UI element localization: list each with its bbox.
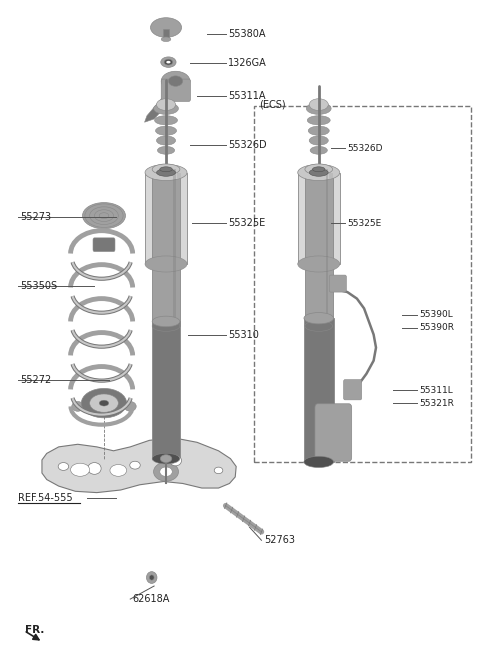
Ellipse shape bbox=[110, 464, 127, 476]
Ellipse shape bbox=[151, 18, 181, 37]
Ellipse shape bbox=[157, 146, 175, 154]
Ellipse shape bbox=[160, 467, 172, 476]
Bar bbox=[254, 106, 471, 462]
Ellipse shape bbox=[149, 575, 154, 580]
FancyBboxPatch shape bbox=[152, 321, 180, 459]
FancyBboxPatch shape bbox=[315, 404, 352, 461]
Ellipse shape bbox=[310, 146, 327, 154]
Ellipse shape bbox=[309, 136, 328, 145]
Ellipse shape bbox=[305, 164, 333, 174]
Ellipse shape bbox=[124, 401, 136, 411]
Ellipse shape bbox=[304, 456, 334, 468]
Polygon shape bbox=[144, 96, 168, 122]
Ellipse shape bbox=[130, 461, 140, 469]
Ellipse shape bbox=[166, 61, 170, 64]
Ellipse shape bbox=[312, 167, 325, 172]
Text: 55273: 55273 bbox=[21, 212, 52, 222]
FancyBboxPatch shape bbox=[177, 173, 181, 264]
FancyBboxPatch shape bbox=[163, 30, 169, 39]
FancyBboxPatch shape bbox=[161, 79, 191, 101]
Polygon shape bbox=[42, 438, 236, 493]
Ellipse shape bbox=[304, 312, 334, 324]
Ellipse shape bbox=[154, 102, 179, 114]
Ellipse shape bbox=[161, 37, 171, 41]
Ellipse shape bbox=[305, 321, 333, 331]
Ellipse shape bbox=[156, 169, 176, 176]
Ellipse shape bbox=[298, 165, 340, 180]
FancyBboxPatch shape bbox=[304, 318, 334, 462]
Text: 55390R: 55390R bbox=[419, 323, 454, 333]
Ellipse shape bbox=[152, 164, 180, 174]
Ellipse shape bbox=[298, 256, 340, 272]
Text: 55325E: 55325E bbox=[228, 218, 265, 228]
Ellipse shape bbox=[307, 115, 330, 125]
Ellipse shape bbox=[58, 462, 69, 470]
Text: 55350S: 55350S bbox=[21, 281, 58, 291]
Text: 55380A: 55380A bbox=[228, 29, 265, 39]
Ellipse shape bbox=[214, 467, 223, 474]
Text: 55325E: 55325E bbox=[348, 219, 382, 228]
Ellipse shape bbox=[161, 72, 190, 91]
Ellipse shape bbox=[81, 388, 127, 418]
Ellipse shape bbox=[164, 59, 173, 65]
FancyBboxPatch shape bbox=[152, 169, 180, 326]
FancyBboxPatch shape bbox=[145, 173, 187, 264]
Ellipse shape bbox=[152, 453, 180, 464]
Ellipse shape bbox=[156, 136, 176, 145]
FancyBboxPatch shape bbox=[325, 169, 328, 326]
Ellipse shape bbox=[145, 165, 187, 180]
Ellipse shape bbox=[306, 102, 331, 114]
Ellipse shape bbox=[146, 571, 157, 583]
FancyBboxPatch shape bbox=[173, 169, 176, 326]
Ellipse shape bbox=[145, 256, 187, 272]
FancyBboxPatch shape bbox=[329, 275, 347, 292]
FancyBboxPatch shape bbox=[305, 169, 333, 326]
Text: 55310: 55310 bbox=[228, 329, 259, 340]
Text: 55390L: 55390L bbox=[419, 310, 453, 319]
Ellipse shape bbox=[156, 126, 177, 135]
FancyBboxPatch shape bbox=[298, 173, 340, 264]
Text: 55326D: 55326D bbox=[348, 144, 383, 153]
Ellipse shape bbox=[160, 167, 172, 172]
Text: 55326D: 55326D bbox=[228, 140, 267, 150]
FancyBboxPatch shape bbox=[344, 380, 362, 400]
Ellipse shape bbox=[83, 203, 125, 229]
Ellipse shape bbox=[90, 394, 118, 412]
Text: 55311A: 55311A bbox=[228, 91, 265, 101]
Text: (ECS): (ECS) bbox=[259, 99, 286, 109]
Ellipse shape bbox=[309, 98, 328, 110]
Ellipse shape bbox=[308, 126, 329, 135]
Ellipse shape bbox=[169, 455, 181, 466]
Text: 55321R: 55321R bbox=[419, 399, 454, 407]
Ellipse shape bbox=[309, 169, 328, 176]
Ellipse shape bbox=[72, 401, 84, 411]
Ellipse shape bbox=[160, 455, 172, 462]
Ellipse shape bbox=[88, 462, 101, 474]
FancyBboxPatch shape bbox=[93, 238, 115, 251]
Ellipse shape bbox=[168, 76, 183, 87]
Ellipse shape bbox=[156, 98, 176, 110]
Ellipse shape bbox=[155, 115, 178, 125]
Text: 55272: 55272 bbox=[21, 375, 52, 385]
Text: 55311L: 55311L bbox=[419, 386, 453, 394]
FancyBboxPatch shape bbox=[329, 173, 334, 264]
Ellipse shape bbox=[161, 57, 176, 68]
Ellipse shape bbox=[99, 400, 109, 406]
Text: REF.54-555: REF.54-555 bbox=[18, 493, 72, 503]
Text: 52763: 52763 bbox=[264, 535, 295, 545]
Ellipse shape bbox=[71, 463, 90, 476]
Ellipse shape bbox=[152, 316, 180, 327]
Ellipse shape bbox=[152, 321, 180, 331]
Text: 62618A: 62618A bbox=[132, 594, 170, 604]
Text: FR.: FR. bbox=[25, 625, 45, 635]
Ellipse shape bbox=[154, 462, 179, 482]
Text: 1326GA: 1326GA bbox=[228, 58, 267, 68]
